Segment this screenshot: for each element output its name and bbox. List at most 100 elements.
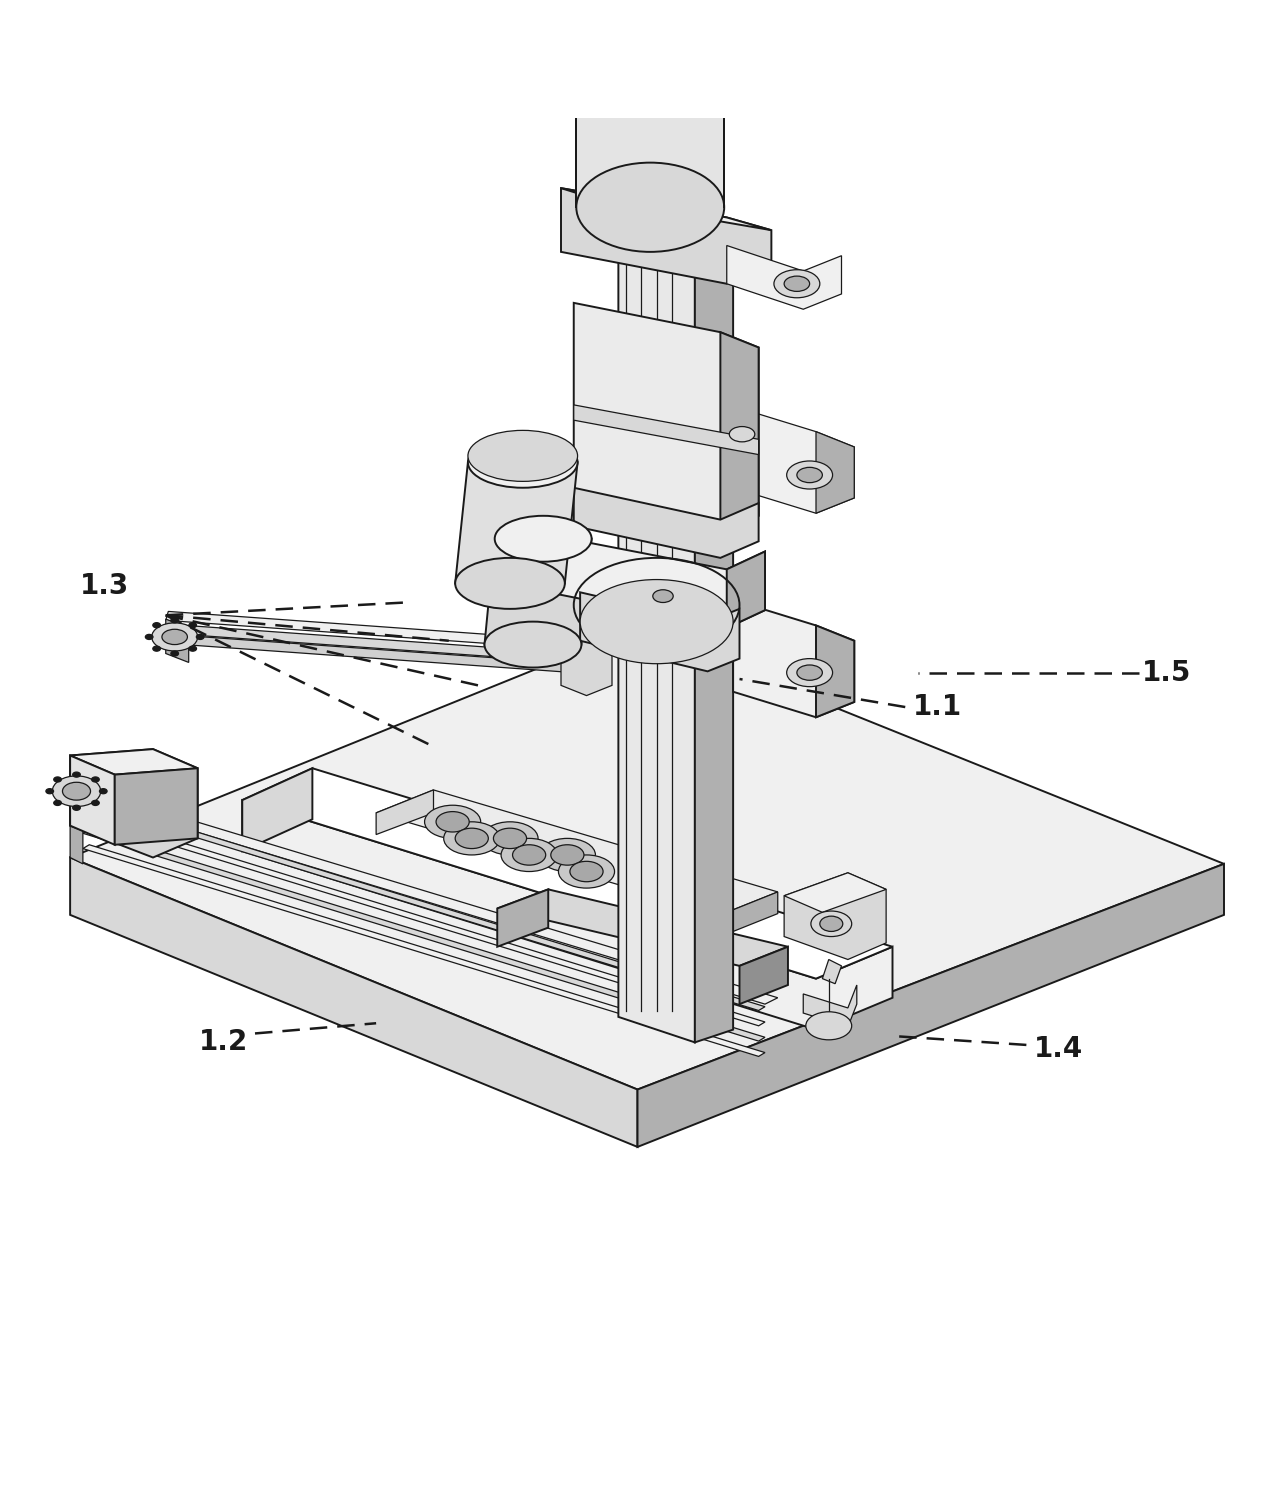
Ellipse shape	[425, 805, 481, 839]
Ellipse shape	[99, 789, 107, 793]
Polygon shape	[166, 624, 576, 662]
Polygon shape	[561, 189, 771, 284]
Ellipse shape	[653, 589, 673, 603]
Polygon shape	[733, 406, 854, 514]
Polygon shape	[638, 864, 1224, 1147]
Text: 1.3: 1.3	[80, 573, 129, 600]
Polygon shape	[816, 432, 854, 514]
Ellipse shape	[797, 467, 822, 482]
Polygon shape	[70, 629, 1224, 1089]
Ellipse shape	[92, 777, 99, 783]
Polygon shape	[695, 239, 733, 1043]
Polygon shape	[816, 626, 854, 718]
Polygon shape	[720, 332, 759, 532]
Ellipse shape	[189, 623, 196, 627]
Polygon shape	[561, 630, 612, 695]
Ellipse shape	[551, 845, 584, 866]
Polygon shape	[740, 947, 788, 1005]
Text: 1.5: 1.5	[1142, 659, 1191, 686]
Ellipse shape	[493, 828, 527, 849]
Polygon shape	[376, 790, 778, 914]
Ellipse shape	[152, 623, 198, 651]
Ellipse shape	[145, 635, 153, 639]
Ellipse shape	[468, 431, 578, 482]
Ellipse shape	[787, 659, 833, 686]
Polygon shape	[497, 890, 548, 947]
Polygon shape	[70, 756, 115, 845]
Ellipse shape	[797, 665, 822, 680]
Ellipse shape	[820, 916, 843, 931]
Polygon shape	[166, 635, 576, 672]
Polygon shape	[497, 890, 788, 966]
Ellipse shape	[501, 839, 557, 872]
Ellipse shape	[539, 839, 595, 872]
Ellipse shape	[153, 647, 161, 651]
Polygon shape	[70, 749, 198, 775]
Ellipse shape	[784, 277, 810, 292]
Ellipse shape	[54, 801, 61, 805]
Ellipse shape	[513, 845, 546, 866]
Ellipse shape	[62, 783, 91, 801]
Polygon shape	[574, 302, 759, 532]
Ellipse shape	[484, 621, 581, 668]
Polygon shape	[83, 845, 765, 1056]
Ellipse shape	[787, 461, 833, 490]
Polygon shape	[822, 959, 842, 984]
Polygon shape	[166, 612, 576, 650]
Ellipse shape	[774, 270, 820, 298]
Ellipse shape	[54, 777, 61, 783]
Ellipse shape	[73, 772, 80, 777]
Ellipse shape	[580, 580, 733, 663]
Polygon shape	[70, 787, 778, 1005]
Polygon shape	[727, 245, 842, 310]
Ellipse shape	[584, 0, 717, 79]
Polygon shape	[242, 801, 892, 1029]
Polygon shape	[242, 768, 312, 851]
Polygon shape	[455, 462, 578, 583]
Polygon shape	[536, 532, 765, 629]
Polygon shape	[733, 600, 854, 718]
Polygon shape	[70, 749, 198, 858]
Polygon shape	[115, 768, 198, 845]
Polygon shape	[727, 552, 765, 629]
Ellipse shape	[576, 163, 724, 252]
Ellipse shape	[73, 805, 80, 810]
Polygon shape	[83, 830, 765, 1041]
Ellipse shape	[52, 777, 101, 807]
Polygon shape	[784, 873, 886, 959]
Ellipse shape	[189, 647, 196, 651]
Ellipse shape	[162, 629, 187, 645]
Polygon shape	[580, 592, 740, 671]
Ellipse shape	[171, 651, 179, 656]
Text: 1.1: 1.1	[913, 694, 961, 721]
Polygon shape	[70, 858, 638, 1147]
Ellipse shape	[436, 811, 469, 833]
Ellipse shape	[570, 861, 603, 882]
Polygon shape	[576, 41, 724, 207]
Ellipse shape	[455, 828, 488, 849]
Polygon shape	[561, 189, 771, 230]
Polygon shape	[70, 787, 83, 864]
Ellipse shape	[576, 0, 724, 86]
Ellipse shape	[495, 515, 592, 562]
Ellipse shape	[171, 618, 179, 623]
Polygon shape	[83, 799, 765, 1011]
Polygon shape	[720, 891, 778, 937]
Text: 1.2: 1.2	[199, 1029, 247, 1056]
Ellipse shape	[806, 1012, 852, 1040]
Polygon shape	[803, 985, 857, 1027]
Ellipse shape	[455, 558, 565, 609]
Ellipse shape	[153, 623, 161, 627]
Polygon shape	[574, 405, 759, 455]
Ellipse shape	[444, 822, 500, 855]
Polygon shape	[618, 233, 695, 1043]
Polygon shape	[242, 768, 892, 979]
Ellipse shape	[729, 426, 755, 441]
Polygon shape	[166, 620, 189, 662]
Ellipse shape	[46, 789, 54, 793]
Ellipse shape	[558, 855, 615, 888]
Ellipse shape	[482, 822, 538, 855]
Ellipse shape	[92, 801, 99, 805]
Polygon shape	[484, 539, 592, 645]
Ellipse shape	[811, 911, 852, 937]
